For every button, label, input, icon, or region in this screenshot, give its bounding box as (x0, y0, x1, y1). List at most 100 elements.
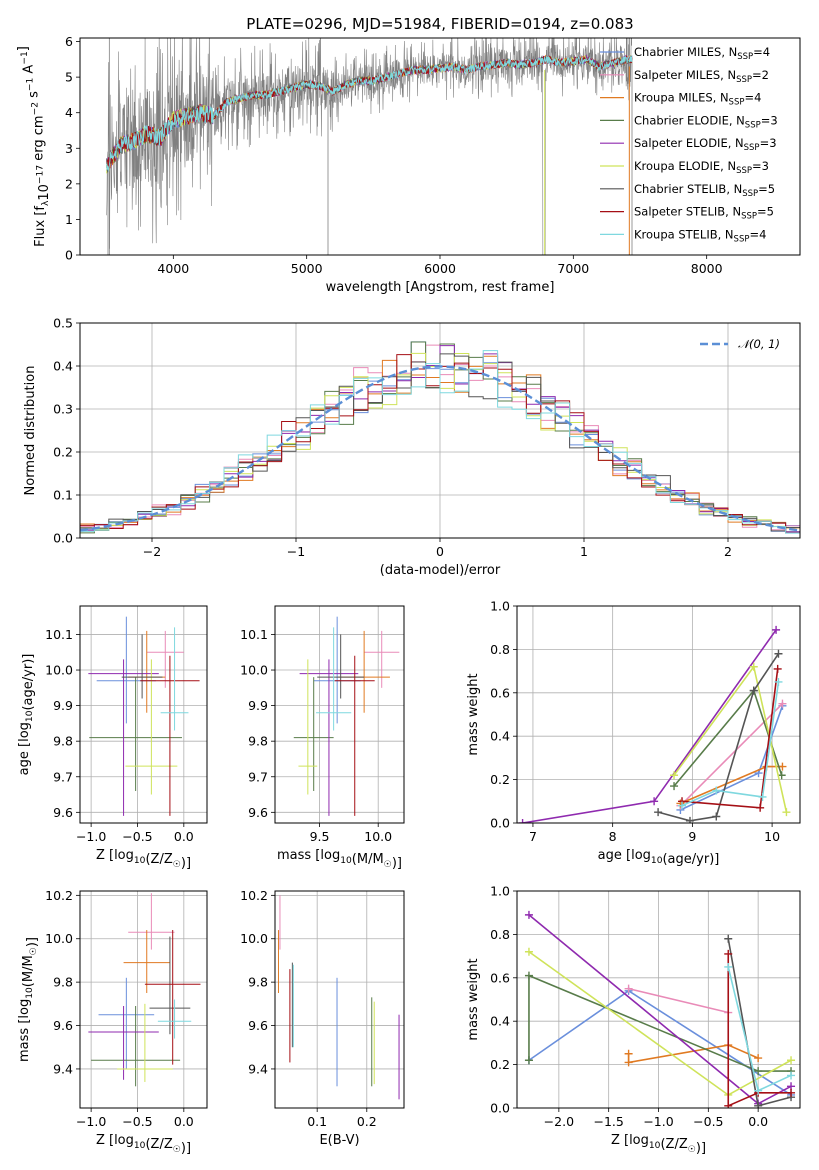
mass-weight-marker (754, 1086, 763, 1095)
x-axis-label: Z [log10(Z/Z☉)] (96, 848, 191, 871)
y-tick-label: 0.2 (490, 1057, 510, 1072)
legend-label: Salpeter ELODIE, NSSP=3 (634, 136, 777, 153)
y-tick-label: 10.2 (240, 888, 268, 903)
y-axis-label: mass [log10(M/M☉)] (17, 937, 40, 1062)
mass-weight-line (673, 664, 788, 813)
mass-weight-marker (773, 664, 782, 673)
y-tick-label: 9.4 (248, 1061, 268, 1076)
mass-weight-marker (772, 625, 781, 634)
y-tick-label: 1.0 (490, 884, 510, 899)
y-tick-label: 0.4 (53, 359, 73, 374)
mass-weight-marker (670, 782, 679, 791)
axes-age-vs-mass: 9.5 10.0 9.6 9.7 9.8 9.9 10.0 10.1 mass [log10(M… (240, 605, 405, 871)
mass-weight-line (681, 681, 780, 807)
axes-frame (274, 890, 405, 1109)
x-axis-label: mass [log10(M/M☉)] (277, 848, 402, 871)
axes-residuals: 𝒩(0, 1) −2 −1 0 1 2 0.0 0.1 0.2 0.3 0.4 0.5 (data-mo… (23, 316, 801, 578)
mass-weight-marker (749, 662, 758, 671)
mass-weight-marker (756, 803, 765, 812)
residual-histogram (80, 350, 800, 534)
x-tick-label: 0 (436, 544, 444, 559)
mass-weight-marker (787, 1056, 796, 1065)
x-axis-label: Z [log10(Z/Z☉)] (96, 1133, 191, 1156)
axes-frame (79, 890, 208, 1109)
y-tick-label: 0.3 (53, 402, 73, 417)
y-tick-label: 9.8 (53, 975, 73, 990)
y-axis-label: mass weight (466, 673, 481, 755)
y-tick-label: 0.6 (490, 685, 510, 700)
mass-weight-marker (774, 649, 783, 658)
y-tick-label: 1.0 (490, 599, 510, 614)
y-tick-label: 9.7 (248, 769, 268, 784)
mass-weight-marker (712, 786, 721, 795)
mass-weight-marker (754, 1054, 763, 1063)
axes-frame (79, 605, 208, 824)
x-tick-label: 10.0 (364, 829, 392, 844)
y-tick-label: 9.6 (53, 1018, 73, 1033)
y-tick-label: 10.1 (240, 627, 268, 642)
mass-weight-marker (778, 762, 787, 771)
normal-reference-curve (80, 365, 798, 532)
x-tick-label: −1.0 (643, 1114, 673, 1129)
y-tick-label: 0.2 (490, 772, 510, 787)
legend-label: Salpeter STELIB, NSSP=5 (634, 205, 774, 222)
x-tick-label: 1 (580, 544, 588, 559)
legend-label: Chabrier ELODIE, NSSP=3 (634, 113, 778, 130)
x-axis-label: E(B-V) (319, 1133, 359, 1148)
x-axis-label: wavelength [Angstrom, rest frame] (326, 280, 555, 295)
plot-area (88, 893, 201, 1087)
mass-weight-line (727, 953, 792, 1108)
y-tick-label: 0.0 (53, 531, 73, 546)
mass-weight-marker (524, 1056, 533, 1065)
mass-weight-line (727, 966, 792, 1092)
x-tick-label: 4000 (157, 261, 189, 276)
y-tick-label: 0.1 (53, 488, 73, 503)
mass-weight-marker (524, 947, 533, 956)
y-tick-label: 0.0 (490, 816, 510, 831)
mass-weight-marker (624, 1049, 633, 1058)
mass-weight-marker (787, 1071, 796, 1080)
mass-weight-marker (754, 1067, 763, 1076)
plot-area (293, 616, 400, 816)
y-tick-label: 0.8 (490, 642, 510, 657)
y-tick-label: 10.0 (240, 663, 268, 678)
axes-mass-vs-Z: −1.0 −0.5 0.0 9.4 9.6 9.8 10.0 10.2 Z [log10(Z/Z… (17, 888, 208, 1156)
x-tick-label: −1.0 (76, 1114, 106, 1129)
x-tick-label: −2 (143, 544, 161, 559)
y-tick-label: 3 (65, 141, 73, 156)
y-tick-label: 0.2 (53, 445, 73, 460)
x-tick-label: 10 (764, 829, 780, 844)
y-axis-label: age [log10(age/yr)] (17, 654, 36, 776)
mass-weight-line (657, 653, 780, 822)
x-tick-label: 0.2 (357, 1114, 377, 1129)
y-tick-label: 0.8 (490, 927, 510, 942)
x-tick-label: −0.5 (122, 829, 152, 844)
x-tick-label: 0.1 (307, 1114, 327, 1129)
axes-frame (516, 605, 801, 824)
model-spectrum (106, 55, 633, 172)
mass-weight-marker (787, 1088, 796, 1097)
mass-weight-marker (678, 801, 687, 810)
axes-mass-vs-EBV: 0.1 0.2 9.4 9.6 9.8 10.0 10.2 E(B-V) (240, 888, 405, 1148)
y-tick-label: 9.8 (248, 975, 268, 990)
legend-label: Kroupa MILES, NSSP=4 (634, 91, 761, 108)
plot-area (277, 895, 400, 1100)
mass-weight-line (628, 987, 729, 1014)
x-tick-label: −1.5 (593, 1114, 623, 1129)
mass-weight-marker (518, 819, 527, 823)
axes-age-vs-Z: −1.0 −0.5 0.0 9.6 9.7 9.8 9.9 10.0 10.1 Z [log10(… (17, 605, 208, 871)
axes-frame (274, 605, 405, 824)
y-tick-label: 10.2 (45, 888, 73, 903)
observed-spectrum (106, 38, 633, 255)
mass-weight-marker (774, 677, 783, 686)
x-tick-label: 7 (529, 829, 537, 844)
mass-weight-line (528, 989, 792, 1096)
legend-label: Kroupa STELIB, NSSP=4 (634, 227, 766, 244)
y-tick-label: 6 (65, 34, 73, 49)
y-tick-label: 10.1 (45, 627, 73, 642)
x-tick-label: −1 (287, 544, 305, 559)
mass-weight-marker (758, 792, 767, 801)
y-tick-label: 0.4 (490, 729, 510, 744)
x-tick-label: 0.0 (174, 829, 194, 844)
